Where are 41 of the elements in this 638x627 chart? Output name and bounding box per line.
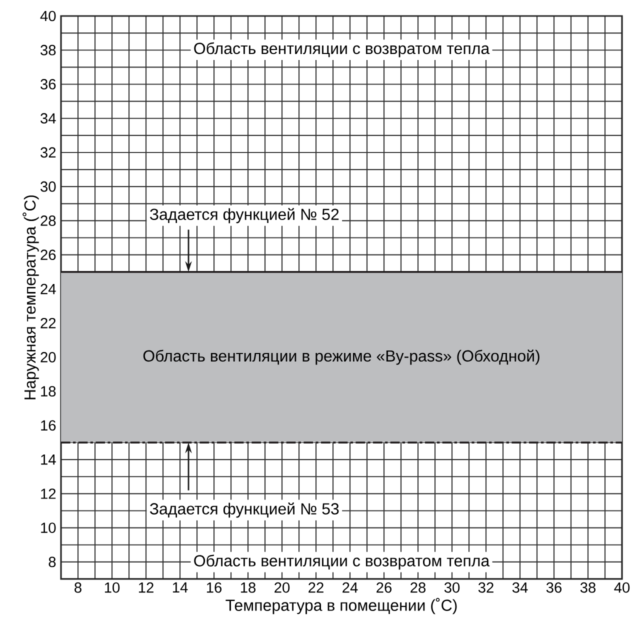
x-tick-label: 14 bbox=[172, 582, 188, 592]
y-tick-label: 30 bbox=[40, 181, 56, 192]
y-tick-label: 14 bbox=[41, 454, 56, 465]
x-tick-label: 30 bbox=[444, 582, 460, 593]
band-label: Область вентиляции в режиме «By-pass» (Обходной) bbox=[143, 350, 540, 365]
y-tick-label: 36 bbox=[40, 79, 56, 90]
y-tick-label: 8 bbox=[48, 556, 56, 568]
y-tick-label: 40 bbox=[40, 10, 56, 22]
x-axis-title: Температура в помещении (˚C) bbox=[226, 598, 457, 614]
y-axis-title: Наружная температура (˚C) bbox=[22, 195, 39, 400]
y-tick-label: 24 bbox=[40, 284, 56, 294]
y-tick-label: 32 bbox=[40, 147, 56, 158]
annotation: Задается функцией № 52 bbox=[150, 208, 339, 224]
x-tick-label: 32 bbox=[478, 582, 494, 593]
y-tick-label: 12 bbox=[41, 488, 56, 499]
y-tick-label: 22 bbox=[40, 318, 56, 328]
y-tick-label: 10 bbox=[41, 522, 56, 533]
y-tick-label: 26 bbox=[40, 250, 56, 260]
x-tick-label: 20 bbox=[274, 582, 290, 593]
x-tick-label: 16 bbox=[206, 582, 222, 593]
annotation: Задается функцией № 53 bbox=[150, 502, 339, 518]
y-tick-label: 20 bbox=[40, 352, 56, 362]
x-tick-label: 28 bbox=[410, 582, 426, 593]
x-tick-label: 22 bbox=[308, 582, 324, 593]
y-tick-label: 34 bbox=[40, 113, 56, 124]
x-tick-label: 24 bbox=[342, 582, 358, 593]
x-tick-label: 40 bbox=[614, 582, 630, 593]
x-tick-label: 34 bbox=[512, 582, 528, 593]
x-tick-label: 26 bbox=[376, 582, 392, 593]
y-tick-label: 38 bbox=[40, 44, 56, 56]
annotation: Область вентиляции с возвратом тепла bbox=[194, 42, 490, 58]
x-tick-label: 18 bbox=[240, 582, 256, 593]
x-tick-label: 38 bbox=[580, 582, 596, 593]
x-tick-label: 36 bbox=[546, 582, 562, 593]
x-tick-label: 10 bbox=[104, 582, 120, 593]
y-tick-label: 28 bbox=[40, 216, 56, 226]
annotation: Область вентиляции с возвратом тепла bbox=[194, 554, 490, 570]
x-tick-label: 8 bbox=[74, 582, 82, 593]
y-tick-label: 16 bbox=[41, 420, 56, 431]
y-tick-label: 18 bbox=[41, 386, 56, 397]
x-tick-label: 12 bbox=[138, 582, 154, 593]
